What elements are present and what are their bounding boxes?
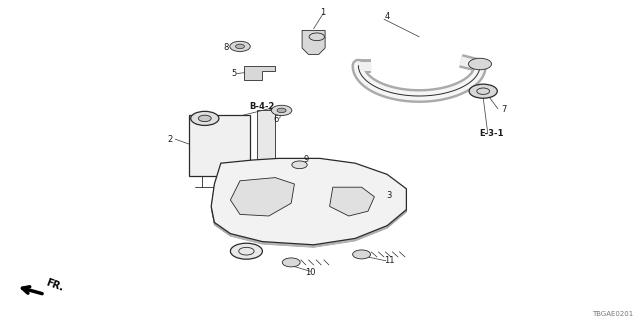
Circle shape xyxy=(282,258,300,267)
Text: 3: 3 xyxy=(387,191,392,200)
Text: 9: 9 xyxy=(303,155,308,164)
Circle shape xyxy=(236,44,244,49)
Polygon shape xyxy=(189,115,250,176)
Text: 2: 2 xyxy=(167,135,172,144)
Text: B-4-2: B-4-2 xyxy=(250,102,275,111)
Text: 1: 1 xyxy=(321,8,326,17)
Text: 10: 10 xyxy=(305,268,316,277)
Circle shape xyxy=(191,111,219,125)
Text: 4: 4 xyxy=(385,12,390,21)
Circle shape xyxy=(230,243,262,259)
Text: 11: 11 xyxy=(384,256,394,265)
Text: E-3-1: E-3-1 xyxy=(479,129,504,138)
Text: 7: 7 xyxy=(501,105,506,114)
Circle shape xyxy=(230,41,250,52)
Text: 5: 5 xyxy=(231,69,236,78)
Text: 6: 6 xyxy=(274,116,279,124)
Text: TBGAE0201: TBGAE0201 xyxy=(593,311,634,317)
Polygon shape xyxy=(330,187,374,216)
Circle shape xyxy=(198,115,211,122)
Text: 8: 8 xyxy=(223,43,228,52)
Polygon shape xyxy=(257,110,275,179)
Circle shape xyxy=(468,58,492,70)
Text: FR.: FR. xyxy=(45,277,65,292)
Polygon shape xyxy=(230,178,294,216)
Circle shape xyxy=(292,161,307,169)
Polygon shape xyxy=(244,66,275,80)
Polygon shape xyxy=(302,30,325,54)
Circle shape xyxy=(469,84,497,98)
Circle shape xyxy=(353,250,371,259)
Polygon shape xyxy=(211,158,406,245)
Circle shape xyxy=(277,108,286,113)
Circle shape xyxy=(271,105,292,116)
